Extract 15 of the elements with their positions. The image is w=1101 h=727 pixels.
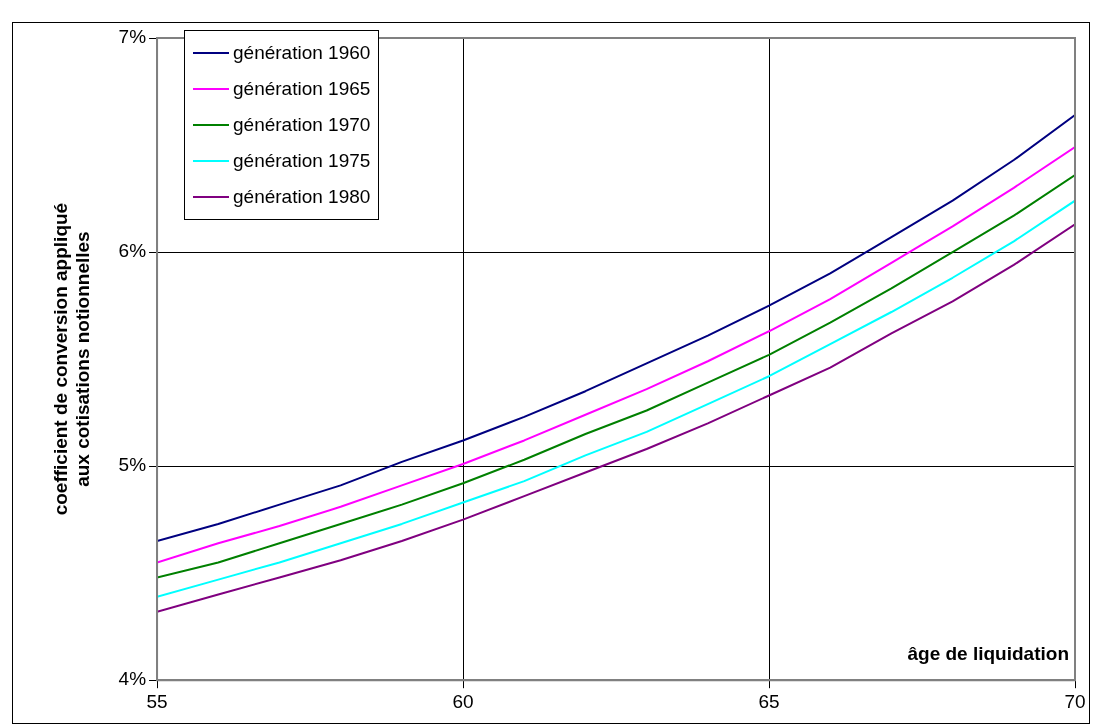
legend-label: génération 1980 [233, 186, 371, 208]
legend-label: génération 1965 [233, 78, 371, 100]
legend-label: génération 1960 [233, 42, 371, 64]
legend-label: génération 1975 [233, 150, 371, 172]
legend-label: génération 1970 [233, 114, 371, 136]
x-tick-label: 55 [146, 690, 168, 712]
y-tick-label: 6% [118, 240, 147, 262]
x-tick-label: 60 [452, 690, 474, 712]
y-axis-title: coefficient de conversion appliqué aux cotisations notionnelles [49, 202, 94, 516]
x-axis-title: âge de liquidation [907, 642, 1069, 664]
x-tick-label: 70 [1064, 690, 1086, 712]
y-tick-label: 5% [118, 454, 147, 476]
x-tick-label: 65 [758, 690, 780, 712]
y-tick-label: 4% [118, 668, 147, 690]
y-tick-label: 7% [118, 26, 147, 48]
